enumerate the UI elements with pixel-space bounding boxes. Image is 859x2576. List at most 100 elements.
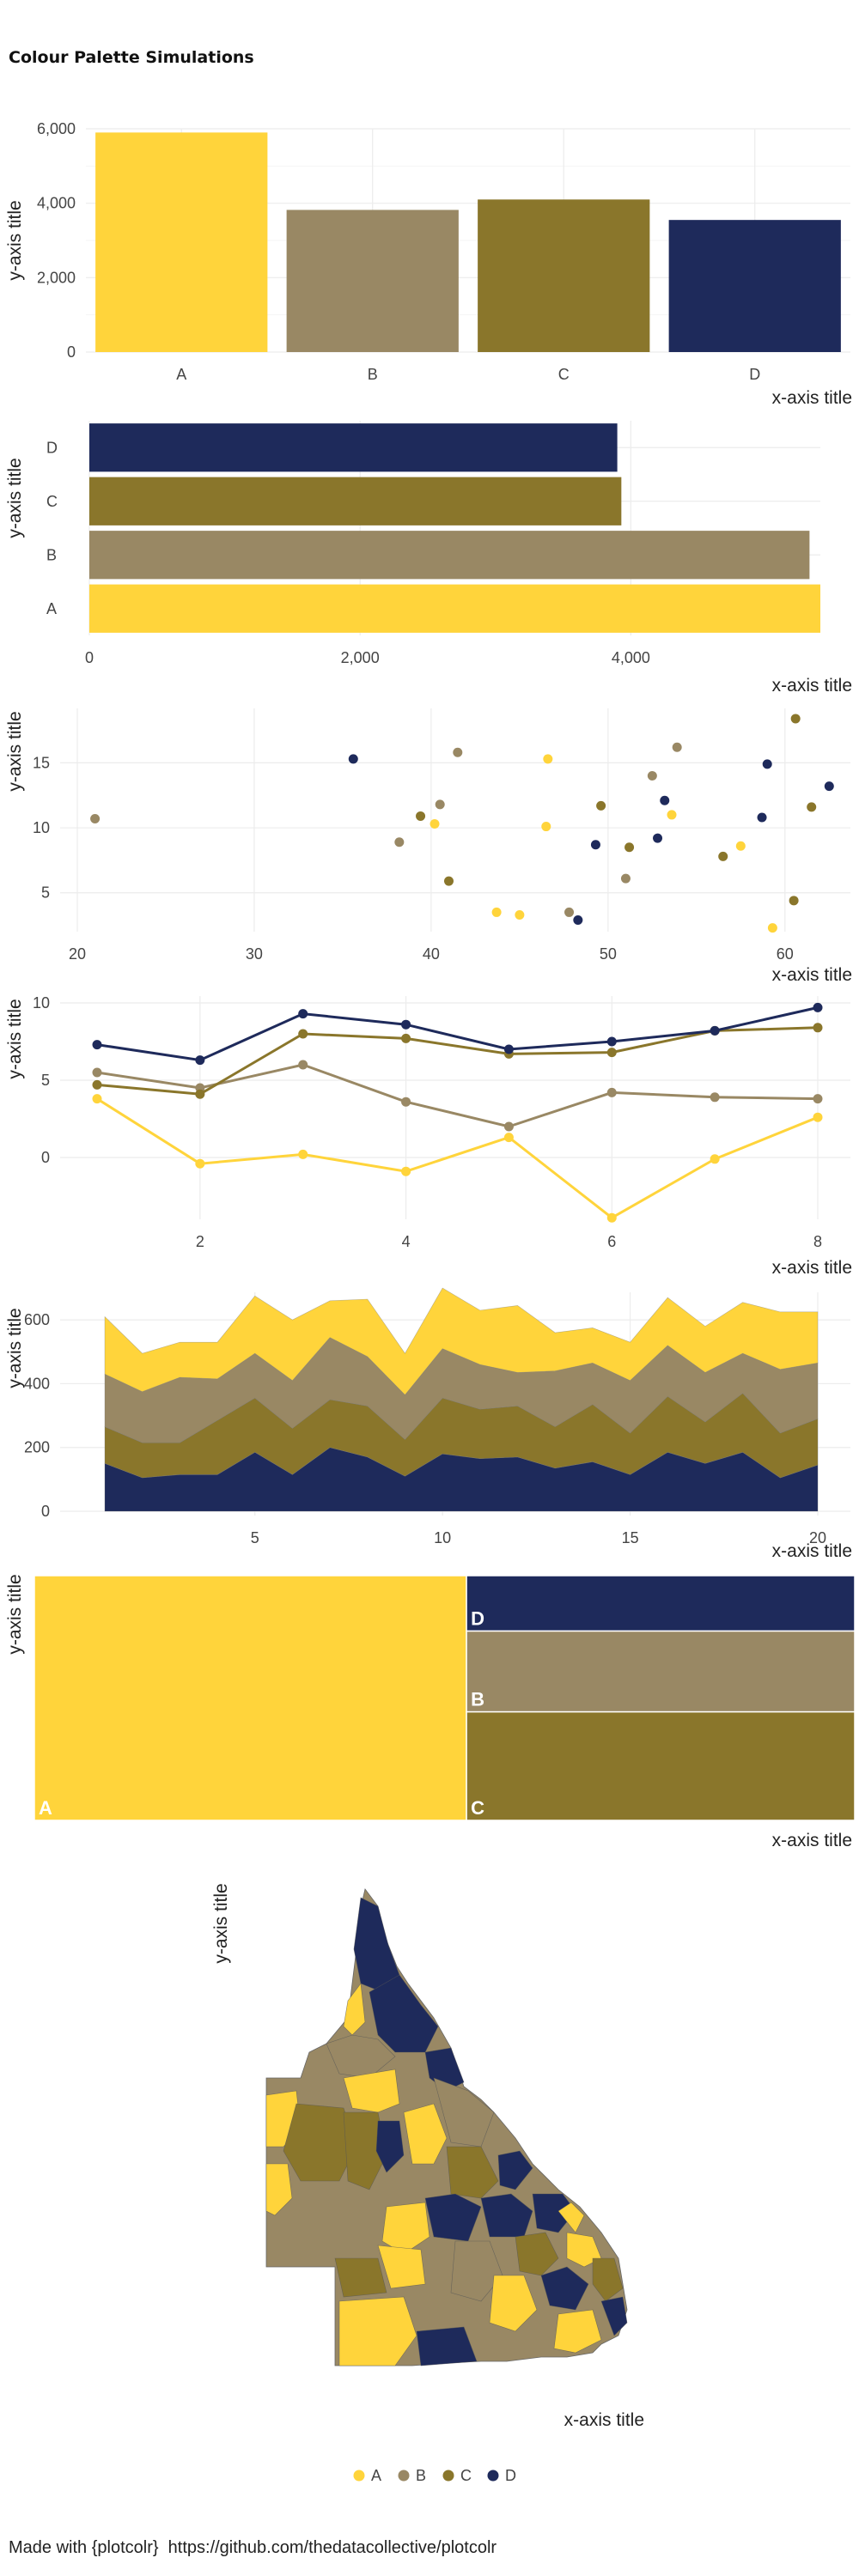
legend-key-C [442,2470,454,2482]
point-B [564,907,575,917]
point-B [92,1067,102,1078]
footer-credit: Made with {plotcolr} https://github.com/… [9,2538,497,2557]
point-D [503,1044,514,1054]
line-series-C [96,1026,819,1096]
y-axis-title: y-axis title [5,458,25,538]
point-B [401,1097,411,1107]
tile-label: A [39,1797,52,1819]
legend-key-B [398,2470,410,2482]
y-tick-label: 0 [67,343,76,361]
point-B [394,837,405,848]
x-tick-label: 4,000 [612,649,650,666]
x-tick-label: 2 [196,1233,204,1250]
x-tick-label: 0 [85,649,94,666]
point-D [813,1002,823,1012]
point-D [757,812,767,823]
y-tick-label: 600 [24,1311,50,1328]
x-tick-label: B [368,366,378,383]
tile-C [466,1710,856,1821]
x-tick-label: 20 [69,945,86,963]
map-region-D [497,2150,533,2190]
point-A [92,1094,102,1104]
map-region-A [489,2275,538,2332]
point-D [653,833,663,843]
map-region-D [480,2193,533,2238]
point-D [401,1019,411,1030]
map-region-D [369,1974,439,2053]
point-A [515,909,525,920]
map-region-D [416,2326,478,2366]
point-B [620,873,631,884]
tile-label: B [471,1689,484,1710]
legend-label: D [505,2467,516,2484]
x-tick-label: 4 [402,1233,411,1250]
point-B [298,1060,308,1070]
scatter-chart-panel: 20 30 40 50 60 5 10 15 x-axis title y-axis title [5,708,852,985]
map-region-C [515,2232,559,2276]
point-D [824,781,834,792]
treemap-panel: A D B Cx-axis title y-axis title [5,1574,856,1850]
x-axis-title: x-axis title [772,1541,852,1561]
area-series-A [104,1287,819,1395]
page-title: Colour Palette Simulations [9,48,254,67]
map-region-C [446,2146,499,2199]
y-tick-label: B [46,546,57,563]
map-region-C [334,2257,387,2298]
map-region-A [343,2069,400,2113]
x-tick-label: 50 [600,945,617,963]
line-series-A [96,1097,819,1220]
bar-A [89,584,820,633]
y-tick-label: 15 [33,754,50,771]
x-tick-label: 30 [246,945,263,963]
map-region-A [553,2309,602,2354]
y-tick-label: C [46,493,58,510]
x-tick-label: 6 [607,1233,616,1250]
horizontal-bar-chart-panel: 0 2,000 4,000 A B C Dx-axis title y-axis title [5,421,852,696]
bar-D [668,220,841,352]
map-region-C [283,2103,357,2182]
y-tick-label: 400 [24,1375,50,1392]
point-D [573,915,583,926]
point-A [735,841,746,851]
bar-C [478,199,650,352]
point-A [667,810,677,820]
legend-label: B [416,2467,426,2484]
map-region-B [433,2077,495,2148]
y-tick-label: 2,000 [37,269,76,286]
point-D [606,1036,617,1047]
map-region-C [592,2257,624,2302]
map-region-A [557,2202,585,2233]
point-C [790,714,801,724]
x-tick-label: 20 [809,1529,826,1546]
point-A [298,1149,308,1159]
point-D [348,754,358,764]
y-axis-title: y-axis title [5,711,25,791]
point-A [401,1166,411,1176]
point-B [435,799,445,810]
map-region-A [403,2103,448,2165]
point-A [543,754,553,764]
y-axis-title: y-axis title [211,1883,231,1963]
bar-D [89,423,618,472]
point-B [606,1087,617,1097]
y-tick-label: D [46,439,58,456]
bar-C [89,477,622,526]
point-D [590,840,600,850]
y-axis-title: y-axis title [5,1574,25,1654]
map-regions [265,1888,628,2366]
line-chart-panel: 2 4 6 8 0 5 10 x-axis title y-axis title [5,994,852,1278]
y-tick-label: 5 [41,1072,50,1089]
point-A [430,819,440,829]
tile-label: C [471,1797,484,1819]
y-tick-label: 4,000 [37,195,76,212]
point-A [606,1212,617,1223]
point-A [767,923,777,933]
bar-A [95,132,268,352]
point-D [298,1009,308,1019]
y-tick-label: 200 [24,1439,50,1456]
map-region-C [343,2111,387,2190]
x-tick-label: 5 [251,1529,259,1546]
map-region-A [377,2245,426,2289]
x-tick-label: A [176,366,186,383]
point-B [453,747,463,757]
